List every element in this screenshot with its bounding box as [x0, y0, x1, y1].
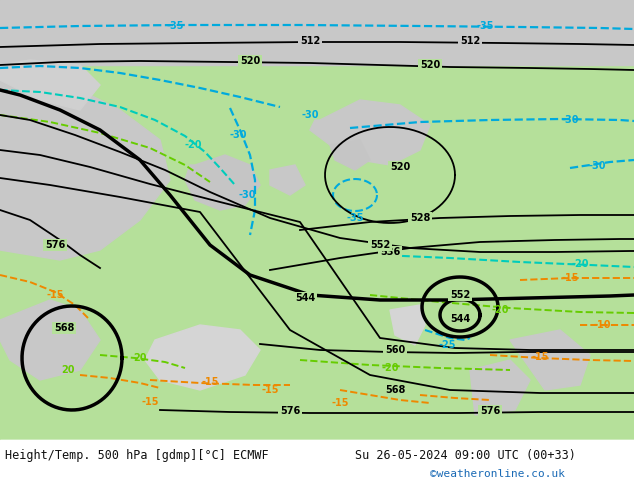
Polygon shape	[0, 300, 100, 380]
Text: -15: -15	[261, 385, 279, 395]
Text: -20: -20	[381, 363, 399, 373]
Text: -30: -30	[588, 161, 605, 171]
Text: Height/Temp. 500 hPa [gdmp][°C] ECMWF: Height/Temp. 500 hPa [gdmp][°C] ECMWF	[5, 448, 269, 462]
Polygon shape	[185, 155, 260, 210]
Text: 568: 568	[385, 385, 405, 395]
Text: -20: -20	[491, 305, 508, 315]
Text: 20: 20	[133, 353, 146, 363]
Text: -30: -30	[301, 110, 319, 120]
Text: 512: 512	[300, 36, 320, 46]
Text: -35: -35	[166, 21, 184, 31]
Text: 544: 544	[450, 314, 470, 324]
Text: 552: 552	[370, 240, 390, 250]
Polygon shape	[510, 330, 590, 390]
Polygon shape	[470, 360, 530, 415]
Text: -15: -15	[46, 290, 64, 300]
Text: -35: -35	[346, 213, 364, 223]
Text: 520: 520	[240, 56, 260, 66]
Text: 576: 576	[45, 240, 65, 250]
Text: -35: -35	[476, 21, 494, 31]
Text: 568: 568	[54, 323, 74, 333]
Text: -10: -10	[593, 320, 611, 330]
Text: 512: 512	[460, 36, 480, 46]
Text: -15: -15	[561, 273, 579, 283]
Text: 544: 544	[295, 293, 315, 303]
Polygon shape	[390, 305, 425, 345]
Text: 576: 576	[280, 406, 300, 416]
Polygon shape	[0, 0, 634, 65]
Text: -15: -15	[201, 377, 219, 387]
Text: ©weatheronline.co.uk: ©weatheronline.co.uk	[430, 469, 565, 479]
Text: 528: 528	[410, 213, 430, 223]
Text: -30: -30	[230, 130, 247, 140]
Text: -25: -25	[438, 340, 456, 350]
Polygon shape	[310, 100, 430, 165]
Polygon shape	[0, 0, 634, 440]
Polygon shape	[270, 165, 305, 195]
Polygon shape	[0, 60, 100, 110]
Text: -20: -20	[571, 259, 589, 269]
Text: 520: 520	[420, 60, 440, 70]
Text: 576: 576	[480, 406, 500, 416]
Text: -30: -30	[238, 190, 256, 200]
Text: -15: -15	[331, 398, 349, 408]
Text: 20: 20	[61, 365, 75, 375]
Text: 560: 560	[385, 345, 405, 355]
Polygon shape	[145, 325, 260, 390]
Text: Su 26-05-2024 09:00 UTC (00+33): Su 26-05-2024 09:00 UTC (00+33)	[355, 448, 576, 462]
Text: 536: 536	[380, 247, 400, 257]
Polygon shape	[0, 65, 170, 260]
Polygon shape	[330, 140, 370, 170]
Text: 520: 520	[390, 162, 410, 172]
Text: -20: -20	[184, 140, 202, 150]
Text: -15: -15	[531, 352, 549, 362]
Text: 552: 552	[450, 290, 470, 300]
Text: -15: -15	[141, 397, 158, 407]
Polygon shape	[0, 440, 634, 490]
Text: -30: -30	[561, 115, 579, 125]
Polygon shape	[0, 440, 634, 490]
